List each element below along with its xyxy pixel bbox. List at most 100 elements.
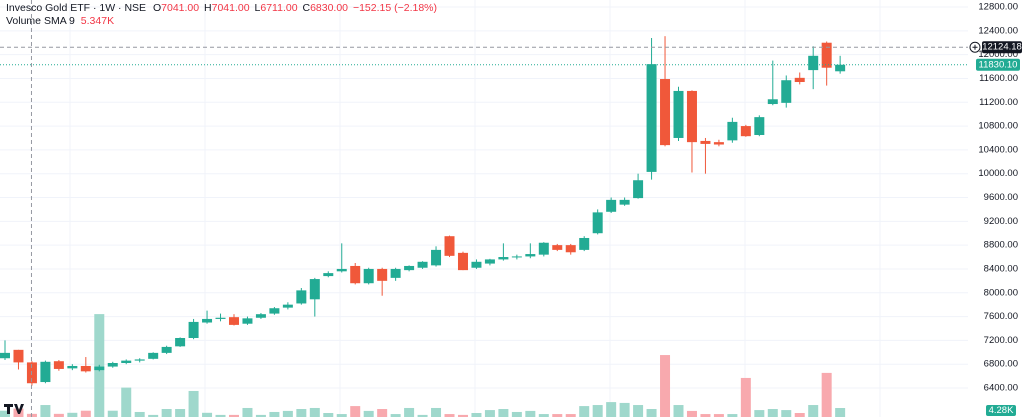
volume-bar (363, 410, 374, 417)
volume-bar (484, 410, 495, 417)
volume-bar (592, 405, 603, 417)
volume-bar (404, 407, 415, 417)
legend-value: 6711.00 (260, 2, 297, 14)
last-price-badge (976, 58, 1020, 71)
volume-bar (228, 414, 239, 417)
candle-body (269, 308, 280, 314)
candle-body (40, 361, 51, 383)
volume-bar (242, 407, 253, 417)
candle-body (808, 55, 819, 71)
volume-bar (296, 409, 307, 417)
legend-key: L (255, 2, 261, 14)
y-tick-label: 12400.00 (978, 25, 1018, 36)
volume-pane (0, 314, 846, 417)
last-price-label: 11830.10 (979, 59, 1018, 70)
volume-label: 4.28K (989, 405, 1014, 416)
logo-mark (4, 404, 24, 414)
candle-body (350, 265, 361, 284)
candle-body (511, 256, 522, 258)
y-tick-label: 12000.00 (978, 49, 1018, 60)
y-tick-label: 8800.00 (984, 240, 1018, 251)
volume-bar (565, 414, 576, 417)
candle-body (107, 362, 118, 367)
candle-body (767, 99, 778, 105)
volume-bar (377, 409, 388, 417)
volume-bar (269, 411, 280, 417)
volume-bar (552, 414, 563, 417)
crosshair-badge (982, 41, 1022, 54)
candle-body (471, 261, 482, 268)
volume-bar (498, 409, 509, 417)
candle-body (646, 64, 657, 172)
volume-bar (350, 406, 361, 417)
legend-line: Invesco Gold ETF · 1W · NSE O7041.00 H70… (6, 2, 437, 14)
candle-body (794, 77, 805, 83)
candle-body (565, 245, 576, 253)
candle-body (633, 180, 644, 199)
legend-value: 6830.00 (310, 2, 348, 14)
chart-title: Invesco Gold ETF · 1W · NSE (6, 2, 146, 14)
y-tick-label: 8000.00 (984, 287, 1018, 298)
candle-body (377, 268, 388, 281)
volume-bar (794, 413, 805, 417)
volume-bar (686, 410, 697, 417)
legend-value: 7041.00 (161, 2, 199, 14)
volume-bar (579, 406, 590, 417)
volume-bar (646, 409, 657, 417)
y-tick-label: 9200.00 (984, 216, 1018, 227)
indicator-line: Volume SMA 9 5.347K (6, 15, 114, 27)
volume-bar (821, 372, 832, 417)
candle-body (390, 268, 401, 278)
volume-bar (606, 402, 617, 417)
candle-body (363, 268, 374, 284)
candle-body (323, 273, 334, 277)
volume-bar (740, 377, 751, 417)
candle-body (404, 265, 415, 271)
volume-bar (538, 414, 549, 417)
candle-body (296, 290, 307, 304)
candle-body (552, 245, 563, 250)
candle-body (94, 366, 105, 371)
candle-body (727, 121, 738, 141)
candle-body (498, 257, 509, 260)
volume-bar (40, 405, 51, 417)
candle-body (13, 349, 24, 363)
volume-bar (336, 414, 347, 417)
volume-bar (727, 414, 738, 417)
candle-body (700, 140, 711, 144)
candle-body (215, 317, 226, 319)
volume-bar (660, 355, 671, 417)
volume-bar (633, 405, 644, 417)
volume-bar (67, 412, 78, 417)
volume-bar (673, 405, 684, 417)
candle-body (457, 252, 468, 271)
volume-bar (0, 410, 10, 417)
candle-body (80, 365, 91, 372)
y-tick-label: 6400.00 (984, 383, 1018, 394)
legend-change: −152.15 (−2.18%) (353, 2, 437, 14)
candle-body (309, 279, 320, 300)
y-tick-label: 8400.00 (984, 263, 1018, 274)
volume-bar (282, 410, 293, 417)
y-tick-label: 6800.00 (984, 359, 1018, 370)
y-tick-label: 11600.00 (979, 73, 1018, 84)
legend-value: 7041.00 (212, 2, 250, 14)
volume-bar (53, 413, 64, 417)
candle-body (175, 337, 186, 347)
candle-body (336, 268, 347, 272)
candle-body (740, 126, 751, 137)
candle-body (713, 142, 724, 145)
volume-bar (121, 387, 132, 417)
volume-bar (134, 411, 145, 417)
volume-bar (431, 407, 442, 417)
volume-bar (754, 410, 765, 417)
candle-body (673, 90, 684, 138)
volume-bar (215, 414, 226, 417)
candle-body (781, 80, 792, 103)
volume-bar (148, 414, 159, 417)
y-tick-label: 9600.00 (984, 192, 1018, 203)
candle-body (754, 117, 765, 135)
volume-bar (835, 408, 846, 417)
